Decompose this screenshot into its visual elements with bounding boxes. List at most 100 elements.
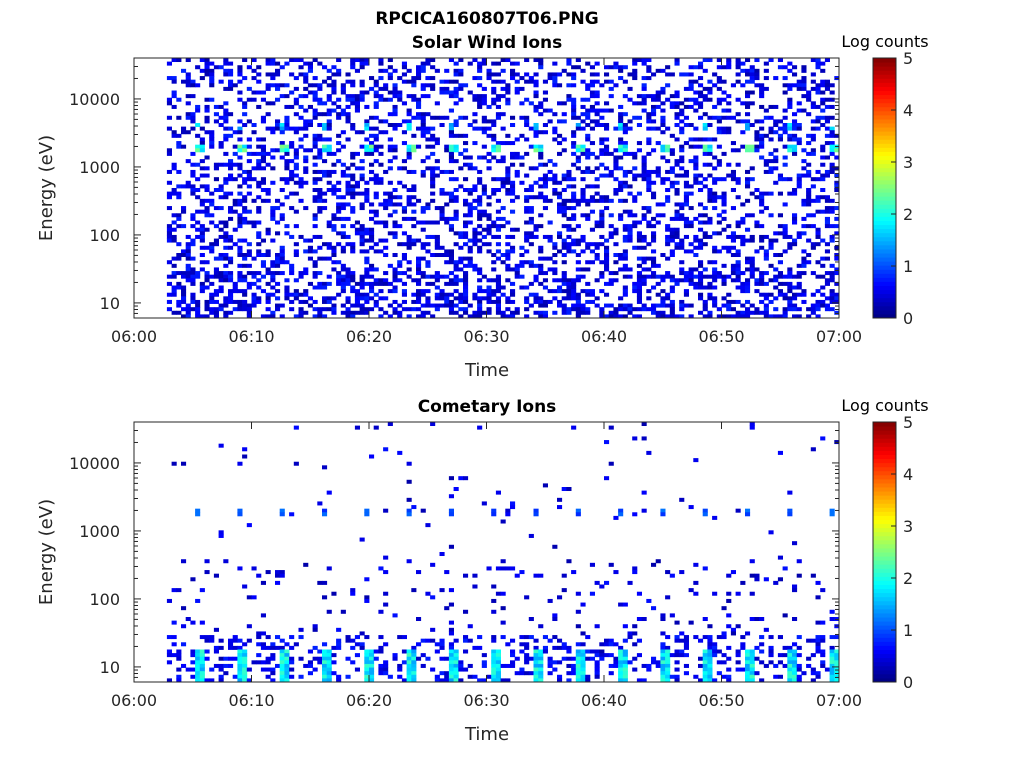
heatmap-cell (824, 195, 830, 200)
heatmap-cell (453, 663, 459, 668)
heatmap-cell (481, 227, 487, 232)
heatmap-cell (773, 159, 779, 164)
heatmap-cell (463, 198, 469, 203)
heatmap-cell (824, 83, 830, 88)
heatmap-cell (491, 191, 497, 196)
heatmap-cell (416, 76, 422, 81)
heatmap-cell (693, 216, 699, 221)
heatmap-cell (176, 256, 182, 261)
heatmap-cell (213, 177, 219, 182)
heatmap-cell (246, 667, 252, 672)
heatmap-cell (599, 310, 605, 315)
heatmap-cell (688, 191, 694, 196)
heatmap-cell (829, 649, 835, 654)
heatmap-cell (589, 562, 595, 567)
axis-ticks: 06:00 06:10 06:20 06:30 06:40 06:50 07:0010100… (69, 57, 862, 346)
heatmap-cell (636, 58, 642, 63)
heatmap-cell (608, 671, 614, 676)
heatmap-cell (665, 144, 671, 149)
heatmap-cell (336, 271, 342, 276)
heatmap-cell (411, 188, 417, 193)
heatmap-cell (792, 660, 798, 665)
heatmap-cell (199, 184, 205, 189)
heatmap-cell (284, 119, 290, 124)
heatmap-cell (528, 617, 534, 622)
heatmap-cell (491, 660, 497, 665)
heatmap-cell (683, 195, 689, 200)
heatmap-cell (632, 436, 638, 441)
heatmap-cell (284, 653, 290, 658)
heatmap-cell (434, 303, 440, 308)
heatmap-cell (284, 231, 290, 236)
heatmap-cell (669, 133, 675, 138)
heatmap-cell (787, 148, 793, 153)
heatmap-cell (500, 206, 506, 211)
heatmap-cell (242, 274, 248, 279)
heatmap-cell (618, 68, 624, 73)
heatmap-cell (232, 638, 238, 643)
heatmap-cell (660, 645, 666, 650)
heatmap-cell (622, 307, 628, 312)
heatmap-cell (613, 314, 619, 319)
heatmap-cell (401, 635, 407, 640)
heatmap-cell (707, 310, 713, 315)
heatmap-cell (246, 169, 252, 174)
heatmap-cell (599, 260, 605, 265)
heatmap-cell (683, 278, 689, 283)
heatmap-cell (232, 177, 238, 182)
heatmap-cell (458, 58, 464, 63)
heatmap-cell (448, 649, 454, 654)
heatmap-cell (519, 570, 525, 575)
heatmap-cell (279, 65, 285, 70)
heatmap-cell (340, 108, 346, 113)
heatmap-cell (284, 278, 290, 283)
heatmap-cell (237, 65, 243, 70)
heatmap-cell (416, 260, 422, 265)
heatmap-cell (477, 231, 483, 236)
heatmap-cell (542, 130, 548, 135)
heatmap-cell (369, 245, 375, 250)
heatmap-cell (806, 198, 812, 203)
heatmap-cell (453, 79, 459, 84)
heatmap-cell (411, 242, 417, 247)
heatmap-cell (275, 635, 281, 640)
heatmap-cell (303, 289, 309, 294)
heatmap-cell (364, 299, 370, 304)
heatmap-cell (477, 180, 483, 185)
heatmap-cell (510, 198, 516, 203)
heatmap-cell (204, 635, 210, 640)
heatmap-cell (237, 90, 243, 95)
heatmap-cell (425, 144, 431, 149)
heatmap-cell (792, 238, 798, 243)
heatmap-cell (406, 671, 412, 676)
heatmap-cell (557, 231, 563, 236)
heatmap-cell (322, 137, 328, 142)
heatmap-cell (275, 61, 281, 66)
heatmap-cell (782, 224, 788, 229)
heatmap-cell (270, 180, 276, 185)
heatmap-cell (749, 144, 755, 149)
heatmap-cell (373, 249, 379, 254)
heatmap-cell (585, 115, 591, 120)
heatmap-cell (538, 184, 544, 189)
heatmap-cell (378, 58, 384, 63)
heatmap-cell (721, 631, 727, 636)
heatmap-cell (491, 649, 497, 654)
heatmap-cell (326, 169, 332, 174)
heatmap-cell (434, 278, 440, 283)
heatmap-cell (425, 523, 431, 528)
colorbar-segment (873, 305, 896, 311)
heatmap-cell (237, 173, 243, 178)
heatmap-cell (481, 126, 487, 131)
y-tick-label: 100 (89, 590, 120, 609)
heatmap-cell (660, 289, 666, 294)
y-tick-label: 100 (89, 226, 120, 245)
heatmap-cell (453, 274, 459, 279)
heatmap-cell (571, 72, 577, 77)
heatmap-cell (679, 245, 685, 250)
heatmap-cell (665, 159, 671, 164)
plot-frame (133, 421, 840, 683)
heatmap-cell (655, 292, 661, 297)
heatmap-cell (463, 162, 469, 167)
heatmap-cell (651, 108, 657, 113)
